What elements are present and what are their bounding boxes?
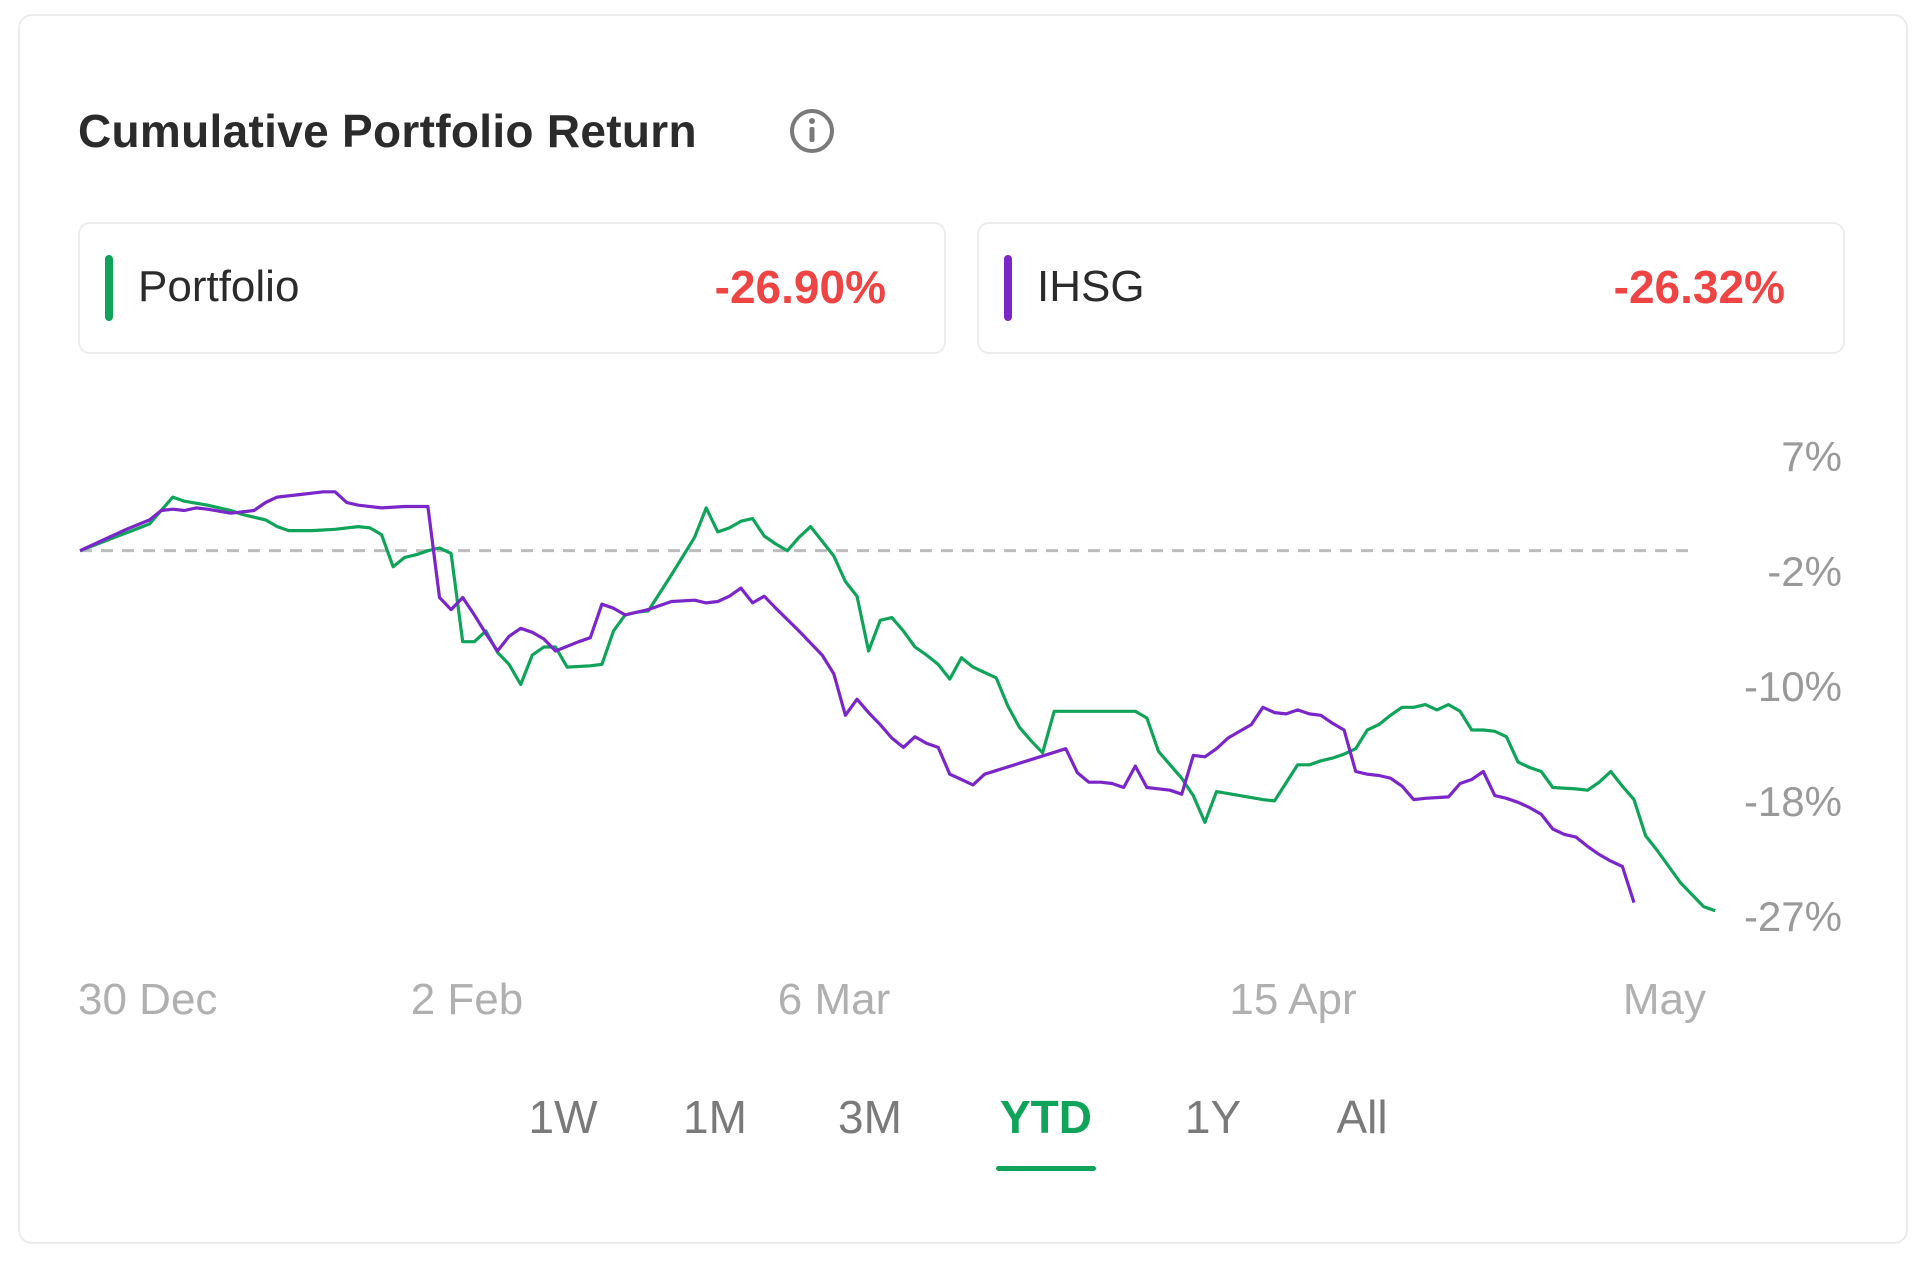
y-tick-label: -10%	[1744, 663, 1842, 710]
y-tick-label: 7%	[1781, 433, 1842, 480]
info-circle-icon[interactable]	[787, 106, 837, 156]
legend-portfolio-label: Portfolio	[138, 262, 300, 311]
card-title: Cumulative Portfolio Return	[78, 105, 697, 157]
legend-portfolio-value: -26.90%	[714, 261, 886, 313]
x-tick-label: 2 Feb	[411, 975, 524, 1024]
legend-ihsg-value: -26.32%	[1613, 261, 1785, 313]
range-3m[interactable]: 3M	[838, 1091, 902, 1143]
y-tick-label: -18%	[1744, 778, 1842, 825]
range-1w[interactable]: 1W	[528, 1091, 598, 1143]
return-line-chart: 7% -2% -10% -18% -27% 30 Dec 2 Feb 6 Mar 15 Apr…	[78, 433, 1842, 1024]
portfolio-line	[79, 495, 1716, 913]
ihsg-line	[79, 490, 1636, 904]
legend-ihsg: IHSG -26.32%	[977, 222, 1845, 354]
y-tick-label: -2%	[1767, 548, 1842, 595]
portfolio-color-marker	[105, 255, 113, 321]
range-all[interactable]: All	[1336, 1091, 1388, 1143]
x-tick-label: 6 Mar	[778, 975, 890, 1024]
x-tick-label: 30 Dec	[78, 975, 217, 1024]
x-tick-label: 15 Apr	[1229, 975, 1356, 1024]
portfolio-return-card	[18, 14, 1908, 1244]
range-1y[interactable]: 1Y	[1184, 1091, 1242, 1143]
ihsg-color-marker	[1004, 255, 1012, 321]
time-range-selector: 1W 1M 3M YTD 1Y All	[0, 1090, 1920, 1171]
range-1m[interactable]: 1M	[683, 1091, 747, 1143]
selected-range-underline	[996, 1166, 1096, 1171]
range-ytd[interactable]: YTD	[1000, 1091, 1092, 1143]
x-tick-label: May	[1623, 975, 1706, 1024]
y-tick-label: -27%	[1744, 893, 1842, 940]
legend-ihsg-label: IHSG	[1037, 262, 1145, 311]
legend-portfolio: Portfolio -26.90%	[78, 222, 946, 354]
